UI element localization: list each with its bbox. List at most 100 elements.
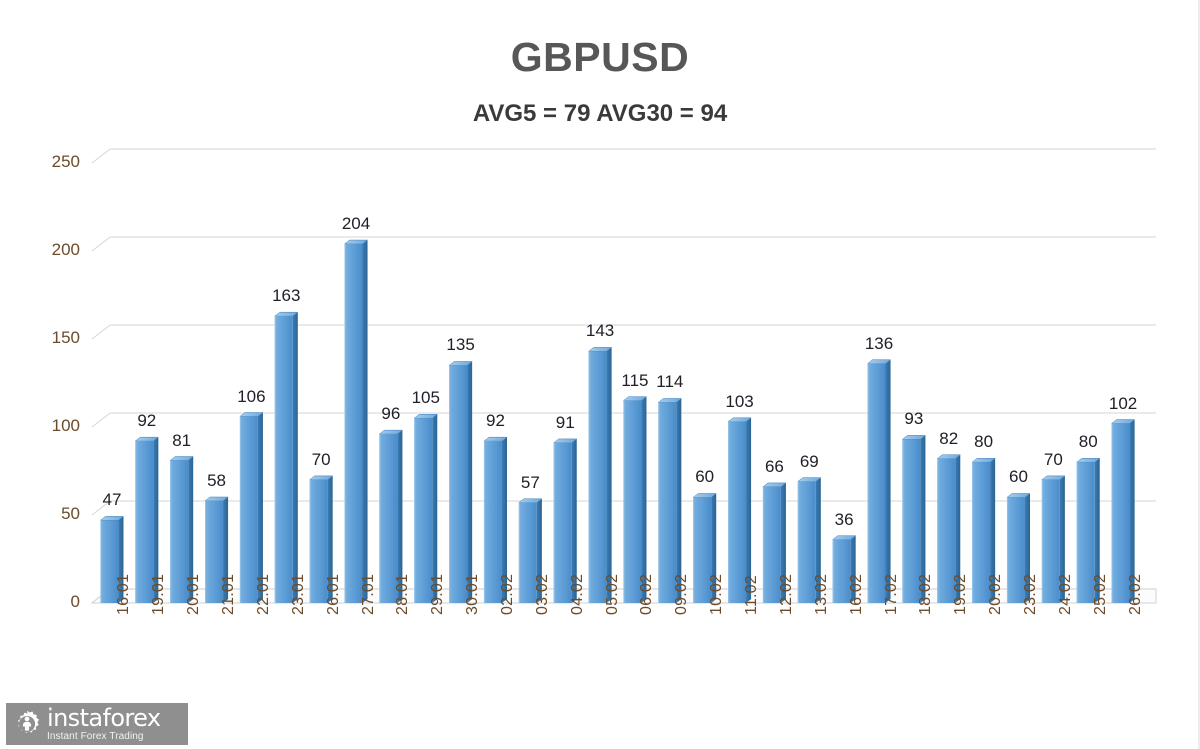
- bar: [343, 239, 369, 604]
- x-axis-tick-label: 26.02: [1126, 573, 1144, 615]
- bar: [448, 361, 473, 603]
- x-axis-tick-label: 11.02: [743, 575, 761, 615]
- bar-value-label: 115: [621, 370, 649, 390]
- bar-value-label: 114: [656, 372, 684, 392]
- x-axis-tick-label: 30.01: [464, 573, 482, 615]
- bar: [692, 493, 717, 603]
- x-axis-tick-label: 12.02: [777, 573, 795, 615]
- bar: [797, 477, 822, 603]
- bar-value-label: 102: [1108, 393, 1138, 413]
- bar-value-label: 92: [137, 411, 157, 431]
- x-axis-tick-label: 04.02: [568, 573, 586, 615]
- bar: [971, 458, 996, 603]
- bar: [169, 456, 194, 603]
- bar-value-label: 80: [1078, 432, 1098, 452]
- bar: [483, 436, 508, 603]
- y-axis-tick-label: 50: [61, 504, 80, 523]
- chart-title: GBPUSD: [510, 34, 690, 80]
- bar-value-label: 135: [446, 335, 475, 355]
- bar-value-label: 163: [272, 286, 301, 306]
- y-axis-tick-label: 150: [51, 328, 80, 347]
- bar: [587, 347, 613, 603]
- x-axis-tick-label: 02.02: [498, 573, 516, 615]
- y-axis-tick-label: 250: [51, 152, 80, 171]
- chart-subtitle: AVG5 = 79 AVG30 = 94: [472, 100, 728, 127]
- bar: [657, 398, 683, 603]
- bar-value-label: 105: [411, 388, 440, 408]
- bar-value-label: 69: [799, 451, 819, 471]
- x-axis-tick-label: 23.02: [1021, 573, 1039, 615]
- bar: [1041, 475, 1066, 603]
- bar-value-label: 92: [486, 411, 505, 431]
- bar-value-label: 136: [864, 333, 894, 353]
- bar-value-label: 80: [974, 432, 994, 452]
- x-axis-tick-label: 19.02: [952, 573, 970, 615]
- bar: [831, 535, 857, 603]
- bar: [274, 311, 299, 603]
- x-axis-tick-label: 26.01: [324, 573, 342, 615]
- instaforex-watermark: instaforex Instant Forex Trading: [6, 703, 188, 745]
- bar-value-label: 60: [1009, 467, 1028, 487]
- x-axis-tick-label: 16.01: [115, 573, 133, 615]
- gridline: [91, 324, 1156, 340]
- y-axis-tick-label: 100: [51, 416, 80, 435]
- x-axis-tick-label: 18.02: [917, 573, 935, 615]
- x-axis-tick-label: 28.01: [394, 573, 412, 615]
- instaforex-logo-text: instaforex: [47, 704, 161, 732]
- x-axis-tick-label: 05.02: [603, 573, 621, 615]
- bar: [866, 359, 892, 603]
- x-axis-tick-label: 24.02: [1056, 573, 1074, 615]
- gridline: [91, 236, 1156, 252]
- bar: [901, 435, 927, 603]
- bar: [1110, 419, 1136, 603]
- bar-value-label: 70: [311, 449, 331, 469]
- bar-value-label: 91: [555, 412, 575, 432]
- x-axis-tick-label: 19.01: [150, 573, 168, 615]
- bar-value-label: 58: [207, 471, 226, 490]
- bar: [239, 412, 264, 603]
- bar-value-label: 60: [695, 467, 715, 487]
- bar: [378, 429, 404, 603]
- y-axis-tick-label: 0: [70, 592, 80, 611]
- x-axis-tick-label: 27.01: [359, 573, 377, 615]
- x-axis-tick-label: 25.02: [1091, 573, 1109, 615]
- bar-value-label: 82: [939, 428, 959, 448]
- bar-value-label: 143: [585, 321, 615, 341]
- x-axis-tick-label: 16.02: [847, 573, 865, 615]
- x-axis-tick-label: 13.02: [812, 573, 830, 615]
- x-axis-tick-label: 10.02: [708, 573, 726, 615]
- y-axis-tick-label: 200: [51, 240, 80, 259]
- x-axis-tick-label: 29.01: [429, 573, 447, 615]
- bar: [518, 498, 543, 603]
- x-axis-tick-label: 20.02: [987, 573, 1005, 615]
- bar: [1006, 493, 1031, 603]
- x-axis-tick-label: 06.02: [638, 573, 656, 615]
- bar-value-label: 106: [237, 386, 266, 406]
- bar-value-label: 66: [764, 456, 784, 476]
- gridline: [91, 148, 1156, 164]
- bar: [552, 438, 578, 603]
- x-axis-tick-label: 21.01: [220, 573, 238, 615]
- bar-value-label: 103: [725, 391, 754, 411]
- bar: [204, 496, 229, 603]
- bar-series: [99, 239, 1136, 604]
- bar: [134, 436, 160, 603]
- instaforex-gear-icon: [17, 710, 40, 733]
- x-axis-tick-label: 09.02: [673, 573, 691, 615]
- bar-value-label: 204: [341, 214, 371, 234]
- x-axis-tick-label: 22.01: [254, 573, 272, 615]
- bar: [936, 454, 962, 603]
- bar: [762, 482, 787, 603]
- instaforex-tagline: Instant Forex Trading: [47, 731, 144, 742]
- x-axis-tick-label: 23.01: [289, 573, 307, 615]
- bar-value-label: 81: [172, 430, 192, 450]
- bar-value-label: 70: [1043, 449, 1063, 469]
- x-axis-tick-label: 20.01: [185, 573, 203, 615]
- bar-value-label: 57: [520, 472, 540, 492]
- gridline: [91, 412, 1156, 428]
- x-axis-tick-label: 17.02: [882, 573, 900, 615]
- bar: [1075, 458, 1101, 603]
- bar-value-label: 93: [904, 409, 924, 429]
